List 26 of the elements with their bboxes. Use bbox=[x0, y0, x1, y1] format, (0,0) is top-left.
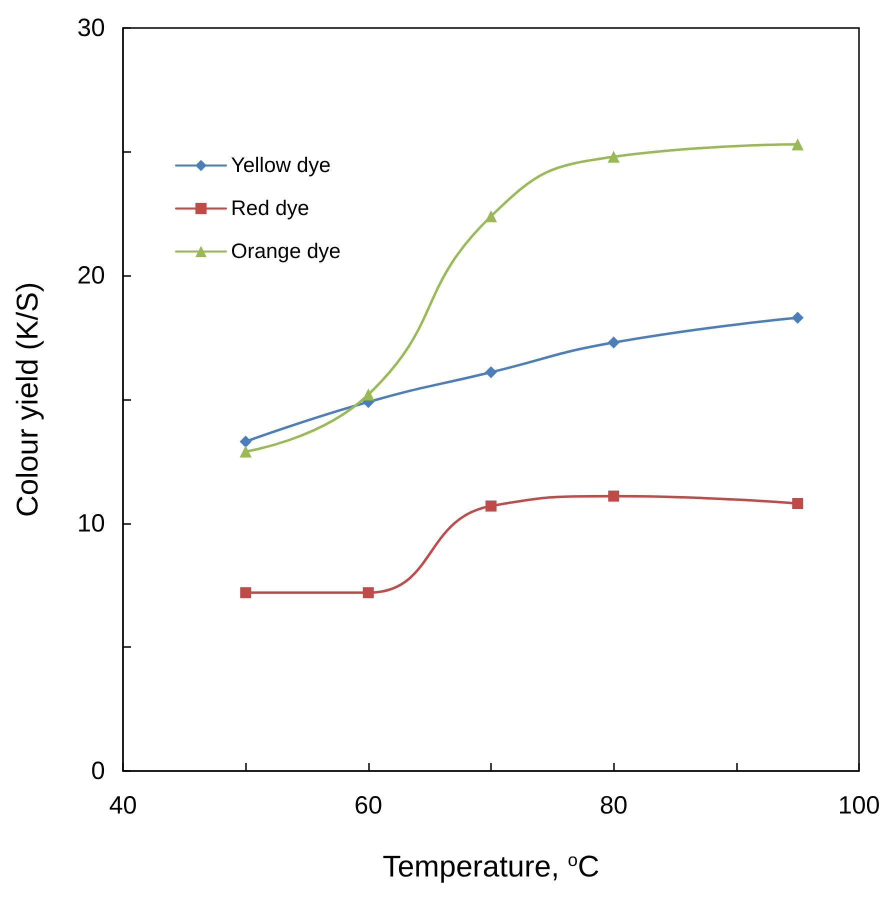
x-tick-label: 60 bbox=[354, 792, 382, 820]
point bbox=[362, 587, 374, 598]
y-tick-label: 20 bbox=[77, 262, 105, 290]
point bbox=[362, 388, 374, 401]
y-tick-label: 0 bbox=[91, 757, 105, 785]
point bbox=[792, 498, 804, 510]
point bbox=[485, 210, 497, 222]
y-axis-title: Colour yield (K/S) bbox=[12, 282, 44, 518]
point bbox=[485, 366, 497, 378]
x-tick-label: 80 bbox=[600, 792, 628, 820]
y-tick-label: 30 bbox=[77, 14, 105, 42]
point bbox=[486, 500, 496, 512]
point bbox=[792, 312, 804, 324]
legend-label: Red dye bbox=[231, 197, 310, 220]
point bbox=[608, 490, 620, 502]
point bbox=[240, 446, 252, 458]
point bbox=[240, 587, 252, 598]
point bbox=[608, 150, 620, 163]
legend-label: Yellow dye bbox=[231, 154, 331, 177]
legend-label: Orange dye bbox=[231, 240, 341, 263]
x-tick-label: 100 bbox=[838, 792, 880, 820]
y-tick-label: 10 bbox=[77, 509, 105, 538]
point bbox=[792, 138, 804, 150]
point bbox=[240, 436, 252, 448]
point bbox=[608, 336, 620, 349]
x-tick-label: 40 bbox=[109, 792, 137, 820]
